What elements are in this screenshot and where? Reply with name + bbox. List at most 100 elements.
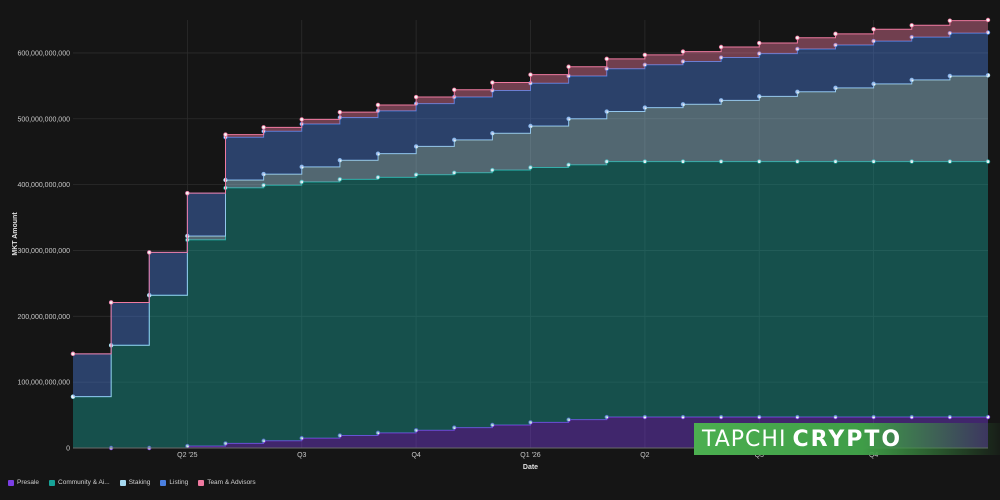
- point-team-advisors: [642, 52, 648, 58]
- point-presale: [795, 414, 800, 420]
- point-staking: [299, 164, 304, 170]
- point-presale: [680, 414, 686, 420]
- x-axis-title: Date: [523, 464, 538, 471]
- point-team-advisors: [413, 94, 419, 100]
- point-community-ai: [757, 159, 762, 164]
- point-staking: [528, 123, 533, 129]
- point-community-ai: [299, 179, 304, 185]
- legend-item-team-advisors[interactable]: Team & Advisors: [198, 479, 256, 486]
- point-community-ai: [337, 177, 343, 182]
- y-axis-title: MKT Amount: [12, 212, 19, 256]
- watermark-text-2: CRYPTO: [792, 426, 903, 452]
- legend-label: Staking: [128, 479, 151, 486]
- point-team-advisors: [490, 80, 495, 85]
- point-community-ai: [871, 159, 876, 164]
- point-staking: [909, 77, 914, 83]
- point-community-ai: [375, 175, 381, 180]
- x-tick-label: Q2 '25: [177, 452, 198, 459]
- point-presale: [375, 430, 381, 436]
- point-team-advisors: [223, 132, 228, 137]
- area-staking: [73, 75, 988, 397]
- point-team-advisors: [566, 64, 571, 69]
- point-team-advisors: [718, 44, 724, 50]
- legend-item-presale[interactable]: Presale: [8, 479, 39, 486]
- point-team-advisors: [947, 18, 953, 23]
- y-tick-label: 0: [66, 446, 70, 453]
- x-tick-label: Q3: [755, 452, 764, 459]
- x-tick-label: Q3: [297, 452, 306, 459]
- point-community-ai: [566, 162, 571, 168]
- point-presale: [871, 414, 876, 420]
- point-community-ai: [642, 159, 648, 164]
- point-presale: [642, 414, 648, 420]
- point-team-advisors: [299, 117, 304, 122]
- legend-swatch: [198, 479, 205, 486]
- series-areas: [70, 17, 991, 451]
- point-presale: [299, 435, 304, 441]
- point-team-advisors: [185, 190, 190, 196]
- point-team-advisors: [452, 87, 457, 92]
- point-listing: [795, 46, 800, 52]
- point-listing: [985, 30, 991, 35]
- point-presale: [566, 417, 571, 422]
- area-listing: [73, 32, 988, 397]
- point-listing: [642, 62, 648, 67]
- point-team-advisors: [528, 72, 533, 77]
- legend-swatch: [8, 479, 14, 486]
- x-tick-label: Q2: [640, 452, 649, 459]
- legend-swatch: [160, 479, 167, 486]
- point-community-ai: [413, 172, 419, 177]
- point-listing: [833, 42, 838, 48]
- point-team-advisors: [680, 49, 686, 54]
- point-listing: [871, 38, 876, 44]
- watermark-logo: TAPCHI CRYPTO: [694, 423, 1000, 455]
- point-team-advisors: [985, 17, 991, 23]
- y-tick-label: 500,000,000,000: [17, 116, 70, 123]
- point-staking: [985, 73, 991, 78]
- point-team-advisors: [108, 300, 114, 305]
- point-community-ai: [909, 159, 914, 164]
- point-presale: [337, 433, 343, 438]
- point-staking: [757, 94, 762, 99]
- point-community-ai: [795, 159, 800, 164]
- point-presale: [947, 414, 953, 420]
- point-presale: [490, 422, 495, 428]
- point-staking: [375, 151, 381, 156]
- y-tick-label: 400,000,000,000: [17, 182, 70, 189]
- point-community-ai: [947, 159, 953, 164]
- point-listing: [757, 51, 762, 56]
- point-team-advisors: [147, 250, 152, 255]
- y-tick-label: 300,000,000,000: [17, 248, 70, 255]
- legend-item-community-ai[interactable]: Community & Ai...: [49, 479, 110, 486]
- point-staking: [566, 116, 571, 121]
- point-presale: [909, 414, 914, 420]
- point-presale: [833, 414, 838, 420]
- legend-label: Community & Ai...: [58, 479, 110, 486]
- point-presale: [261, 438, 266, 443]
- point-community-ai: [490, 167, 495, 173]
- point-team-advisors: [909, 23, 914, 28]
- legend-label: Team & Advisors: [207, 479, 256, 486]
- point-staking: [947, 73, 953, 79]
- point-listing: [909, 34, 914, 40]
- legend-item-listing[interactable]: Listing: [160, 479, 188, 486]
- legend-swatch: [119, 479, 126, 486]
- point-staking: [604, 109, 609, 114]
- y-tick-label: 100,000,000,000: [17, 380, 70, 387]
- point-staking: [795, 89, 800, 94]
- point-listing: [718, 55, 724, 60]
- legend-item-staking[interactable]: Staking: [119, 479, 151, 486]
- point-presale: [718, 414, 724, 420]
- point-team-advisors: [261, 125, 266, 130]
- legend-label: Presale: [17, 479, 40, 486]
- point-team-advisors: [375, 102, 381, 108]
- point-presale: [604, 414, 609, 420]
- point-team-advisors: [337, 109, 343, 115]
- grid: [73, 20, 988, 449]
- point-community-ai: [452, 170, 457, 175]
- point-presale: [528, 420, 533, 425]
- point-community-ai: [718, 159, 724, 164]
- legend-label: Listing: [169, 479, 189, 486]
- x-tick-label: Q1 '26: [520, 452, 541, 459]
